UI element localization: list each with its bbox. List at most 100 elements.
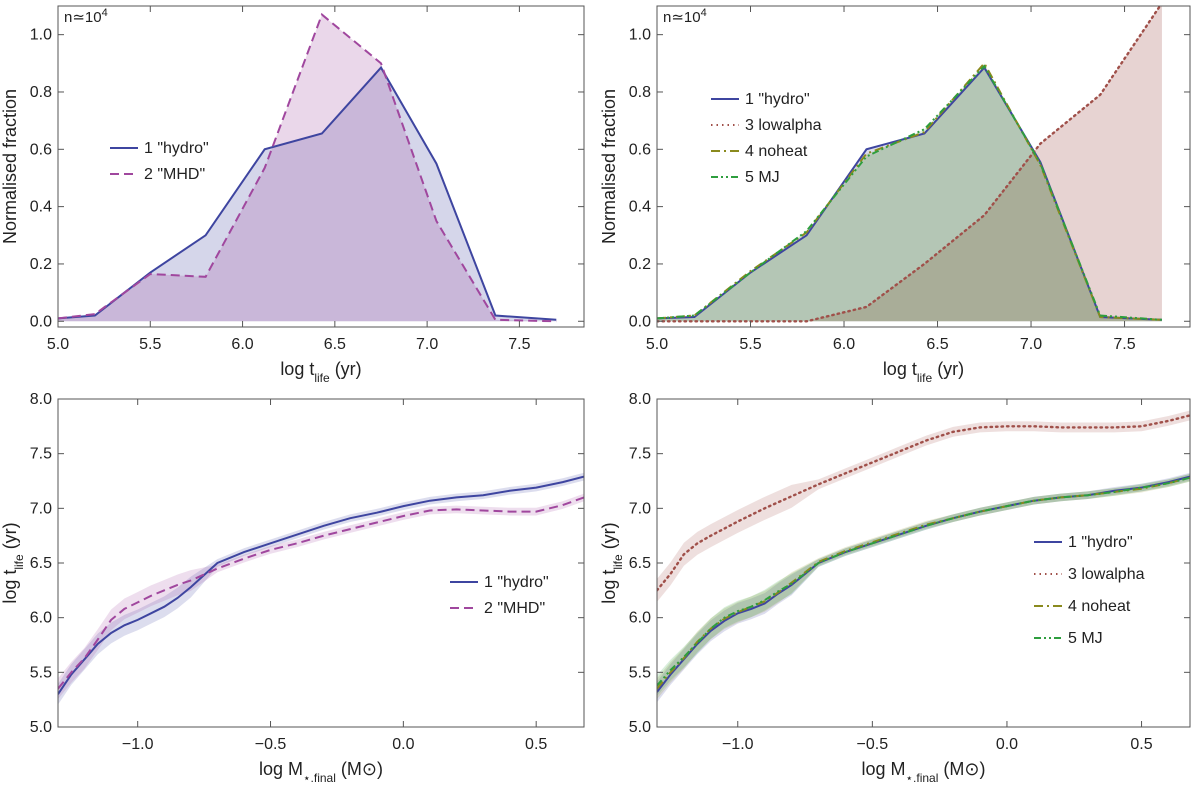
axes-frame [656,398,1191,728]
y-tick-label: 1.0 [629,27,651,44]
density-annotation: n≃104 [663,7,707,26]
y-tick-label: 0.4 [629,199,651,216]
band-mhd [58,493,584,700]
y-tick-label: 0.6 [30,141,52,158]
legend-label-lowalpha: 3 lowalpha [1068,566,1145,583]
y-tick-label: 5.0 [30,719,52,736]
x-tick-label: 0.0 [392,736,414,753]
y-tick-label: 7.0 [629,500,651,517]
y-tick-label: 6.0 [30,610,52,627]
y-tick-label: 0.8 [30,84,52,101]
y-tick-label: 0.2 [629,256,651,273]
x-tick-label: 0.5 [1130,736,1152,753]
legend-label-lowalpha: 3 lowalpha [745,117,822,134]
y-tick-label: 1.0 [30,27,52,44]
x-tick-label: 5.0 [646,336,668,353]
area-fill-noheat [657,63,1162,322]
x-tick-label: 5.0 [47,336,69,353]
plot-area [657,410,1190,703]
axes-frame [57,5,585,328]
panel-1: 5.0 5.5 6.0 6.5 7.0 7.5 0.0 0.2 0.4 0.6 0.8 1.0 log … [0,5,585,385]
y-tick-label: 8.0 [629,391,651,408]
area-fill-lowalpha [657,6,1162,322]
band-lowalpha [657,410,1190,602]
x-tick-label: 6.0 [231,336,253,353]
y-tick-label: 7.0 [30,500,52,517]
legend-label-hydro: 1 "hydro" [484,574,549,591]
x-axis-label: log M⋆,final (M⊙) [862,759,986,782]
y-tick-label: 0.6 [629,141,651,158]
plot-area [58,472,584,705]
y-tick-label: 5.5 [30,664,52,681]
y-tick-label: 5.0 [629,719,651,736]
x-tick-label: 6.5 [324,336,346,353]
plot-area [657,6,1162,323]
x-axis-label: log M⋆,final (M⊙) [259,759,383,782]
y-tick-label: 6.5 [629,555,651,572]
x-tick-label: 5.5 [139,336,161,353]
x-tick-label: 0.0 [996,736,1018,753]
x-tick-label: 7.5 [1113,336,1135,353]
legend-label-hydro: 1 "hydro" [1068,534,1133,551]
y-tick-label: 0.8 [629,84,651,101]
series-line-mhd [58,496,584,690]
y-tick-label: 0.2 [30,256,52,273]
y-tick-label: 0.0 [629,313,651,330]
band-mj [657,473,1190,696]
panel-4: −1.0 −0.5 0.0 0.5 5.0 5.5 6.0 6.5 7.0 7.5 8.0 log M… [599,391,1191,785]
x-axis-label: log tlife (yr) [883,359,964,385]
y-axis-label: log tlife (yr) [599,522,625,603]
x-axis-label: log tlife (yr) [280,359,361,385]
area-fill-hydro [657,67,1162,322]
y-tick-label: 6.0 [629,610,651,627]
x-tick-label: 0.5 [525,736,547,753]
x-tick-label: −0.5 [857,736,889,753]
x-tick-label: 7.0 [1020,336,1042,353]
series-line-lowalpha [657,6,1162,323]
axes-frame [656,5,1191,328]
x-tick-label: 7.5 [508,336,530,353]
series-line-noheat [657,476,1190,690]
band-noheat [657,473,1190,700]
y-axis-label: Normalised fraction [599,89,619,244]
series-line-hydro [657,475,1190,693]
legend-label-mj: 5 MJ [1068,630,1103,647]
x-tick-label: 7.0 [416,336,438,353]
series-line-mj [657,64,1162,321]
y-tick-label: 5.5 [629,664,651,681]
area-fill-hydro [58,67,557,322]
density-annotation: n≃104 [64,7,108,26]
series-line-mj [657,476,1190,687]
legend-label-mj: 5 MJ [745,169,780,186]
x-tick-label: 5.5 [739,336,761,353]
legend-label-mhd: 2 "MHD" [484,600,545,617]
band-hydro [657,472,1190,703]
x-tick-label: −1.0 [722,736,754,753]
legend-label-mhd: 2 "MHD" [144,166,205,183]
area-fill-mhd [58,14,557,322]
y-axis-label: log tlife (yr) [0,522,26,603]
x-tick-label: 6.5 [926,336,948,353]
y-tick-label: 8.0 [30,391,52,408]
plot-area [58,12,557,323]
series-line-hydro [58,475,584,695]
series-line-lowalpha [657,414,1190,592]
y-axis-label: Normalised fraction [0,89,20,244]
panel-2: 5.0 5.5 6.0 6.5 7.0 7.5 0.0 0.2 0.4 0.6 0.8 1.0 log … [599,5,1191,385]
legend-label-hydro: 1 "hydro" [144,140,209,157]
area-fill-mj [657,66,1162,322]
axes-frame [57,398,585,728]
legend-label-hydro: 1 "hydro" [745,91,810,108]
panel-3: −1.0 −0.5 0.0 0.5 5.0 5.5 6.0 6.5 7.0 7.5 8.0 log M… [0,391,585,785]
x-tick-label: 6.0 [833,336,855,353]
y-tick-label: 7.5 [629,446,651,463]
y-tick-label: 0.0 [30,313,52,330]
legend-label-noheat: 4 noheat [1068,598,1131,615]
y-tick-label: 6.5 [30,555,52,572]
y-tick-label: 0.4 [30,199,52,216]
x-tick-label: −0.5 [255,736,287,753]
legend-label-noheat: 4 noheat [745,143,808,160]
y-tick-label: 7.5 [30,446,52,463]
